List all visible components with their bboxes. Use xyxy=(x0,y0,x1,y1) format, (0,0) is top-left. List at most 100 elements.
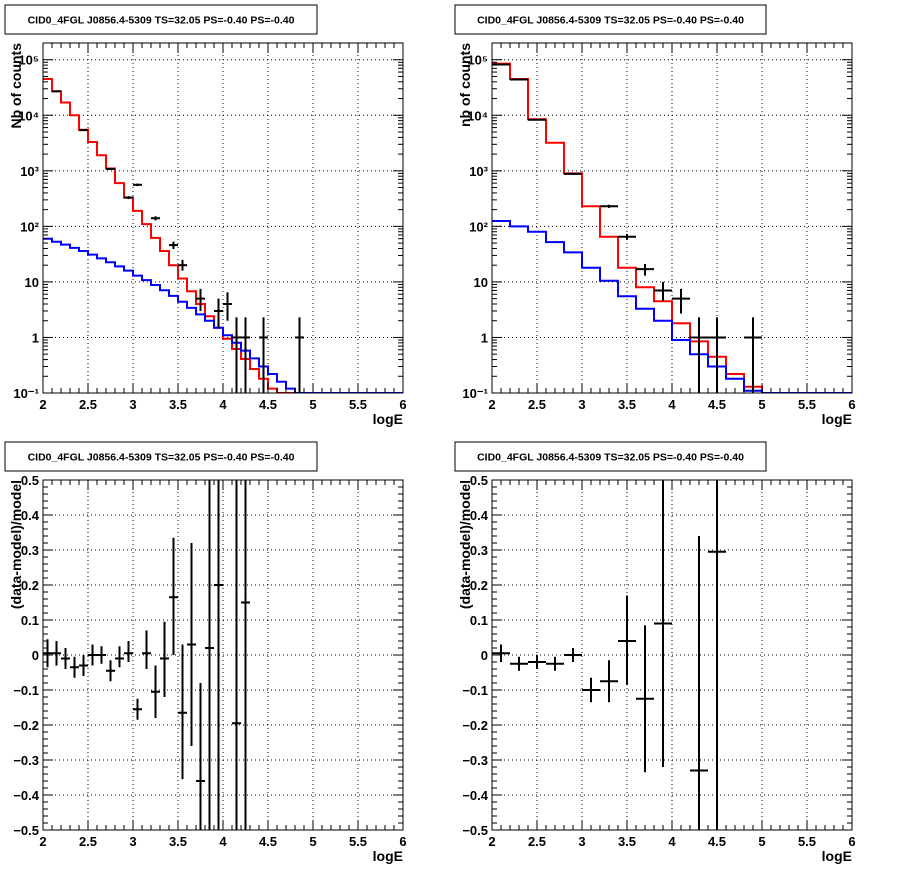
x-tick-label: 4.5 xyxy=(259,834,277,849)
y-tick-label: 10² xyxy=(469,219,488,234)
x-tick-label: 3.5 xyxy=(618,397,636,412)
y-tick-label: 10⁻¹ xyxy=(462,386,488,401)
data-point xyxy=(187,543,196,746)
y-tick-label: 1 xyxy=(481,330,488,345)
y-tick-label: −0.2 xyxy=(462,718,488,733)
y-axis-label: Nb of counts xyxy=(8,43,24,129)
data-point xyxy=(259,317,268,393)
data-point xyxy=(744,317,762,393)
data-point xyxy=(654,480,672,767)
x-tick-label: 3.5 xyxy=(618,834,636,849)
x-axis-label: logE xyxy=(822,411,852,427)
y-axis-label: (data-model)/model xyxy=(8,480,24,609)
x-tick-label: 4 xyxy=(668,397,676,412)
chart-panel-3: CID0_4FGL J0856.4-5309 TS=32.05 PS=-0.40… xyxy=(4,441,407,864)
x-tick-label: 6 xyxy=(848,397,855,412)
y-tick-label: 0.3 xyxy=(470,543,488,558)
chart-panel-1: CID0_4FGL J0856.4-5309 TS=32.05 PS=-0.40… xyxy=(4,4,407,427)
data-point xyxy=(528,118,546,121)
y-tick-label: 0.5 xyxy=(470,473,488,488)
x-tick-label: 2 xyxy=(39,397,46,412)
x-tick-label: 3 xyxy=(129,834,136,849)
data-point xyxy=(232,480,241,830)
x-tick-label: 3 xyxy=(129,397,136,412)
y-tick-label: −0.3 xyxy=(462,753,488,768)
y-tick-label: 10² xyxy=(20,219,39,234)
x-tick-label: 6 xyxy=(848,834,855,849)
plot-area xyxy=(492,480,726,830)
data-point xyxy=(169,537,178,655)
y-tick-label: 10³ xyxy=(20,164,39,179)
chart-title-box xyxy=(4,4,318,35)
y-tick-label: 0 xyxy=(32,648,39,663)
data-point xyxy=(600,204,618,208)
data-point xyxy=(690,317,708,393)
x-axis-label: logE xyxy=(373,848,403,864)
x-tick-label: 3 xyxy=(578,397,585,412)
data-point xyxy=(115,646,124,668)
data-point xyxy=(546,656,564,671)
data-point xyxy=(43,639,52,668)
y-tick-label: 0.2 xyxy=(470,578,488,593)
data-point xyxy=(214,480,223,830)
data-point xyxy=(142,630,151,669)
y-tick-label: 10 xyxy=(25,275,39,290)
x-tick-label: 5 xyxy=(309,397,316,412)
x-tick-label: 4.5 xyxy=(708,834,726,849)
data-point xyxy=(133,183,142,187)
chart-title-box xyxy=(4,441,318,472)
data-point xyxy=(232,317,241,393)
data-point xyxy=(52,641,61,666)
x-tick-label: 2 xyxy=(488,397,495,412)
data-point xyxy=(151,216,160,221)
y-tick-label: 10⁵ xyxy=(467,53,488,68)
data-point xyxy=(214,298,223,328)
data-point xyxy=(106,660,115,682)
y-tick-label: 0.1 xyxy=(21,613,39,628)
chart-title: CID0_4FGL J0856.4-5309 TS=32.05 PS=-0.40… xyxy=(477,15,744,27)
x-tick-label: 4 xyxy=(219,397,227,412)
data-point xyxy=(79,655,88,676)
data-point xyxy=(205,480,214,830)
x-tick-label: 4 xyxy=(668,834,676,849)
chart-panel-2: CID0_4FGL J0856.4-5309 TS=32.05 PS=-0.40… xyxy=(454,4,856,427)
plot-area xyxy=(43,78,403,393)
data-point xyxy=(492,63,510,66)
x-axis-label: logE xyxy=(373,411,403,427)
y-axis-label: nb of counts xyxy=(457,43,473,127)
histogram-line-red xyxy=(43,78,403,393)
data-point xyxy=(88,644,97,666)
x-tick-label: 4 xyxy=(219,834,227,849)
data-point xyxy=(52,90,61,93)
y-tick-label: −0.4 xyxy=(462,788,488,803)
data-point xyxy=(708,317,726,393)
y-tick-label: 0.3 xyxy=(21,543,39,558)
y-tick-label: 10⁵ xyxy=(18,53,39,68)
data-point xyxy=(133,698,142,720)
x-tick-label: 5.5 xyxy=(349,397,367,412)
y-tick-label: 0.1 xyxy=(470,613,488,628)
data-point xyxy=(160,621,169,697)
chart-title: CID0_4FGL J0856.4-5309 TS=32.05 PS=-0.40… xyxy=(477,452,744,464)
plot-area xyxy=(43,480,250,830)
chart-panel-4: CID0_4FGL J0856.4-5309 TS=32.05 PS=-0.40… xyxy=(454,441,856,864)
data-point xyxy=(528,655,546,669)
data-point xyxy=(70,656,79,678)
y-tick-label: −0.3 xyxy=(13,753,39,768)
x-tick-label: 5.5 xyxy=(798,834,816,849)
data-point xyxy=(654,281,672,302)
histogram-line-blue xyxy=(43,237,403,393)
y-tick-label: 10⁴ xyxy=(467,108,488,123)
data-point xyxy=(600,660,618,703)
data-point xyxy=(79,129,88,132)
data-point xyxy=(510,656,528,671)
data-point xyxy=(178,644,187,780)
data-point xyxy=(690,536,708,830)
data-point xyxy=(124,641,133,662)
x-tick-label: 5 xyxy=(758,834,765,849)
y-tick-label: −0.2 xyxy=(13,718,39,733)
data-point xyxy=(295,317,304,393)
y-tick-label: 10⁻¹ xyxy=(13,386,39,401)
data-point xyxy=(636,625,654,773)
